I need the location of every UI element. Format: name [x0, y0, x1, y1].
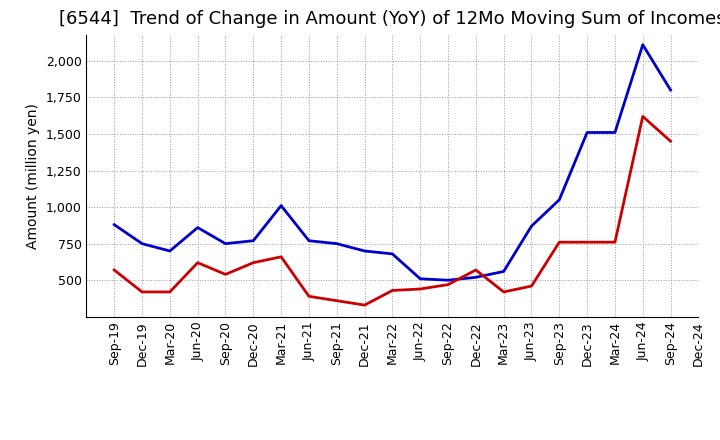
- Ordinary Income: [249, 238, 258, 243]
- Line: Ordinary Income: Ordinary Income: [114, 45, 670, 280]
- Net Income: [360, 302, 369, 308]
- Net Income: [444, 282, 452, 287]
- Line: Net Income: Net Income: [114, 117, 670, 305]
- Net Income: [388, 288, 397, 293]
- Ordinary Income: [138, 241, 146, 246]
- Ordinary Income: [110, 222, 119, 227]
- Net Income: [500, 289, 508, 294]
- Net Income: [138, 289, 146, 294]
- Net Income: [555, 239, 564, 245]
- Ordinary Income: [276, 203, 285, 208]
- Ordinary Income: [388, 251, 397, 257]
- Net Income: [666, 139, 675, 144]
- Net Income: [611, 239, 619, 245]
- Ordinary Income: [582, 130, 591, 135]
- Net Income: [221, 272, 230, 277]
- Net Income: [249, 260, 258, 265]
- Title: [6544]  Trend of Change in Amount (YoY) of 12Mo Moving Sum of Incomes: [6544] Trend of Change in Amount (YoY) o…: [59, 10, 720, 28]
- Y-axis label: Amount (million yen): Amount (million yen): [26, 103, 40, 249]
- Ordinary Income: [666, 88, 675, 93]
- Ordinary Income: [500, 269, 508, 274]
- Net Income: [582, 239, 591, 245]
- Net Income: [416, 286, 425, 292]
- Ordinary Income: [472, 275, 480, 280]
- Ordinary Income: [360, 248, 369, 253]
- Net Income: [194, 260, 202, 265]
- Ordinary Income: [194, 225, 202, 230]
- Net Income: [472, 268, 480, 273]
- Ordinary Income: [221, 241, 230, 246]
- Net Income: [110, 268, 119, 273]
- Ordinary Income: [416, 276, 425, 282]
- Ordinary Income: [527, 224, 536, 229]
- Net Income: [305, 293, 313, 299]
- Net Income: [527, 283, 536, 289]
- Ordinary Income: [333, 241, 341, 246]
- Net Income: [333, 298, 341, 303]
- Ordinary Income: [555, 197, 564, 202]
- Ordinary Income: [444, 278, 452, 283]
- Ordinary Income: [611, 130, 619, 135]
- Net Income: [276, 254, 285, 260]
- Ordinary Income: [305, 238, 313, 243]
- Net Income: [166, 289, 174, 294]
- Ordinary Income: [166, 248, 174, 253]
- Net Income: [639, 114, 647, 119]
- Ordinary Income: [639, 42, 647, 48]
